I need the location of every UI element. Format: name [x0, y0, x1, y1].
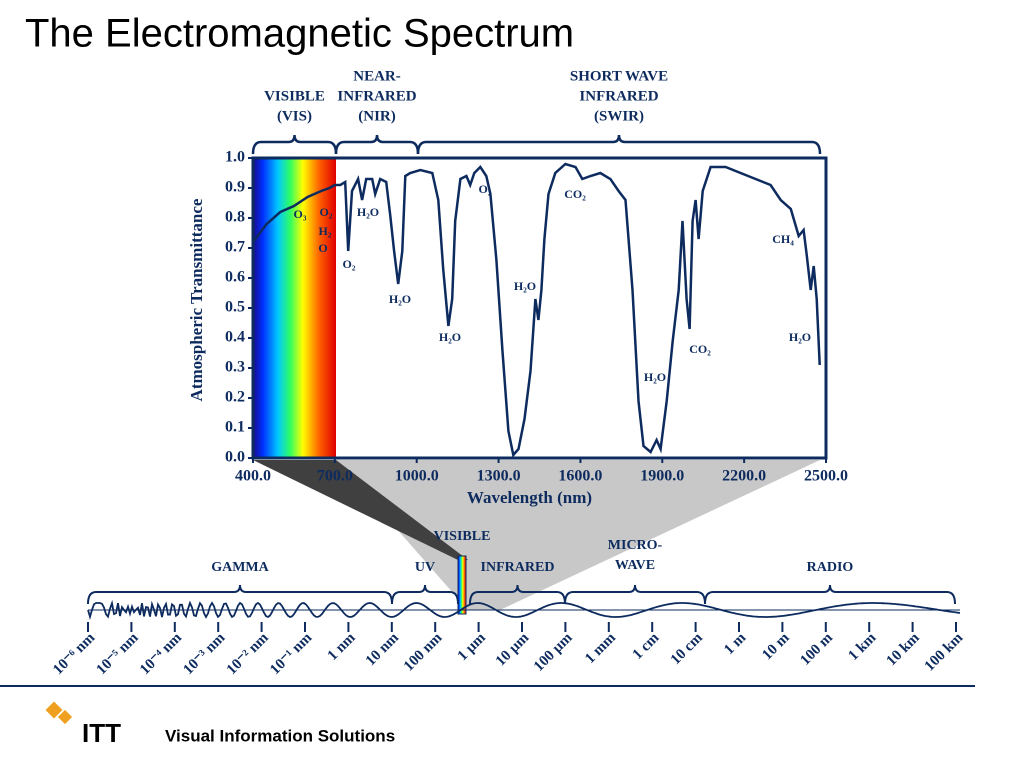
scale-label: 1 mm — [582, 630, 619, 667]
y-tick-label: 0.9 — [225, 179, 245, 196]
band-bracket — [704, 584, 956, 605]
transmittance-line — [252, 162, 821, 458]
gas-label: CO₂ — [689, 342, 711, 356]
band-label: GAMMA — [211, 560, 269, 575]
region-label: (NIR) — [358, 108, 396, 124]
y-tick-label: 0.3 — [225, 359, 245, 376]
scale-label: 10 km — [884, 630, 924, 670]
region-label: INFRARED — [579, 88, 658, 104]
scale-label: 1 cm — [630, 630, 663, 663]
visible-band — [253, 158, 336, 458]
band-label: WAVE — [615, 558, 655, 573]
x-tick-label: 1900.0 — [640, 468, 684, 485]
x-tick-label: 2500.0 — [804, 468, 848, 485]
visible-stripe — [457, 555, 467, 615]
x-tick-label: 400.0 — [235, 468, 271, 485]
scale-label: 100 nm — [401, 630, 446, 675]
band-label: MICRO- — [608, 538, 663, 553]
scale-label: 10 nm — [363, 630, 403, 670]
gas-label: H₂ — [319, 224, 332, 238]
y-tick-label: 0.6 — [225, 269, 245, 286]
scale-label: 100 m — [797, 630, 836, 669]
scale-label: 100 µm — [531, 630, 576, 675]
logo-mark — [45, 701, 73, 725]
region-bracket — [334, 134, 420, 155]
x-axis-label: Wavelength (nm) — [467, 488, 592, 507]
scale-label: 10⁻³ nm — [180, 630, 228, 678]
band-label: UV — [415, 560, 435, 575]
gas-label: H₂O — [389, 292, 411, 306]
gas-label: CH₄ — [772, 232, 794, 246]
slide-title: The Electromagnetic Spectrum — [25, 12, 574, 56]
scale-label: 10⁻⁵ nm — [94, 630, 142, 678]
x-tick-label: 1300.0 — [477, 468, 521, 485]
gas-label: H₂O — [439, 330, 461, 344]
gas-label: O₂ — [320, 205, 333, 219]
x-tick-label: 1000.0 — [395, 468, 439, 485]
band-bracket — [564, 584, 706, 605]
band-label: VISIBLE — [434, 529, 491, 544]
x-tick-label: 1600.0 — [558, 468, 602, 485]
y-tick-label: 0.8 — [225, 209, 245, 226]
plot-frame — [251, 156, 828, 460]
band-bracket — [87, 584, 393, 605]
scale-label: 10⁻⁴ nm — [137, 630, 185, 678]
scale-label: 10⁻¹ nm — [267, 630, 315, 678]
scale-label: 1 nm — [325, 630, 359, 664]
x-tick-label: 2200.0 — [722, 468, 766, 485]
region-label: (VIS) — [277, 108, 312, 124]
gas-label: O — [318, 241, 327, 255]
y-tick-label: 0.1 — [225, 419, 245, 436]
region-label: SHORT WAVE — [570, 68, 668, 84]
gas-label: H₂O — [644, 370, 666, 384]
band-bracket — [469, 584, 566, 605]
scale-label: 10 cm — [668, 630, 706, 668]
gas-label: H₂O — [789, 330, 811, 344]
logo: ITT — [82, 718, 121, 748]
scale-label: 10⁻² nm — [224, 630, 272, 678]
gas-label: O₂ — [343, 257, 356, 271]
tagline: Visual Information Solutions — [165, 726, 395, 745]
band-label: INFRARED — [481, 560, 555, 575]
region-label: (SWIR) — [594, 108, 644, 124]
scale-label: 1 m — [721, 630, 749, 658]
scale-label: 10 µm — [493, 630, 533, 670]
y-tick-label: 0.7 — [225, 239, 245, 256]
y-tick-label: 0.0 — [225, 449, 245, 466]
region-bracket — [251, 134, 338, 155]
y-tick-label: 1.0 — [225, 149, 245, 166]
gas-label: H₂O — [514, 279, 536, 293]
scale-label: 1 km — [845, 630, 879, 664]
gas-label: CO₂ — [564, 187, 586, 201]
region-label: NEAR- — [353, 68, 401, 84]
gas-label: O₂ — [479, 182, 492, 196]
scale-label: 1 µm — [455, 630, 490, 665]
region-label: INFRARED — [337, 88, 416, 104]
gas-label: O₃ — [294, 207, 307, 221]
gas-label: H₂O — [357, 205, 379, 219]
region-bracket — [416, 134, 822, 155]
projection — [336, 460, 820, 610]
y-axis-label: Atmospheric Transmittance — [187, 198, 206, 401]
scale-label: 10⁻⁶ nm — [50, 630, 98, 678]
projection-visible — [253, 460, 468, 560]
band-bracket — [391, 584, 459, 605]
scale-label: 10 m — [759, 630, 793, 664]
x-tick-label: 700.0 — [317, 468, 353, 485]
scale-label: 100 km — [922, 630, 967, 675]
region-label: VISIBLE — [264, 88, 325, 104]
y-tick-label: 0.5 — [225, 299, 245, 316]
y-tick-label: 0.4 — [225, 329, 245, 346]
y-tick-label: 0.2 — [225, 389, 245, 406]
band-label: RADIO — [807, 560, 854, 575]
